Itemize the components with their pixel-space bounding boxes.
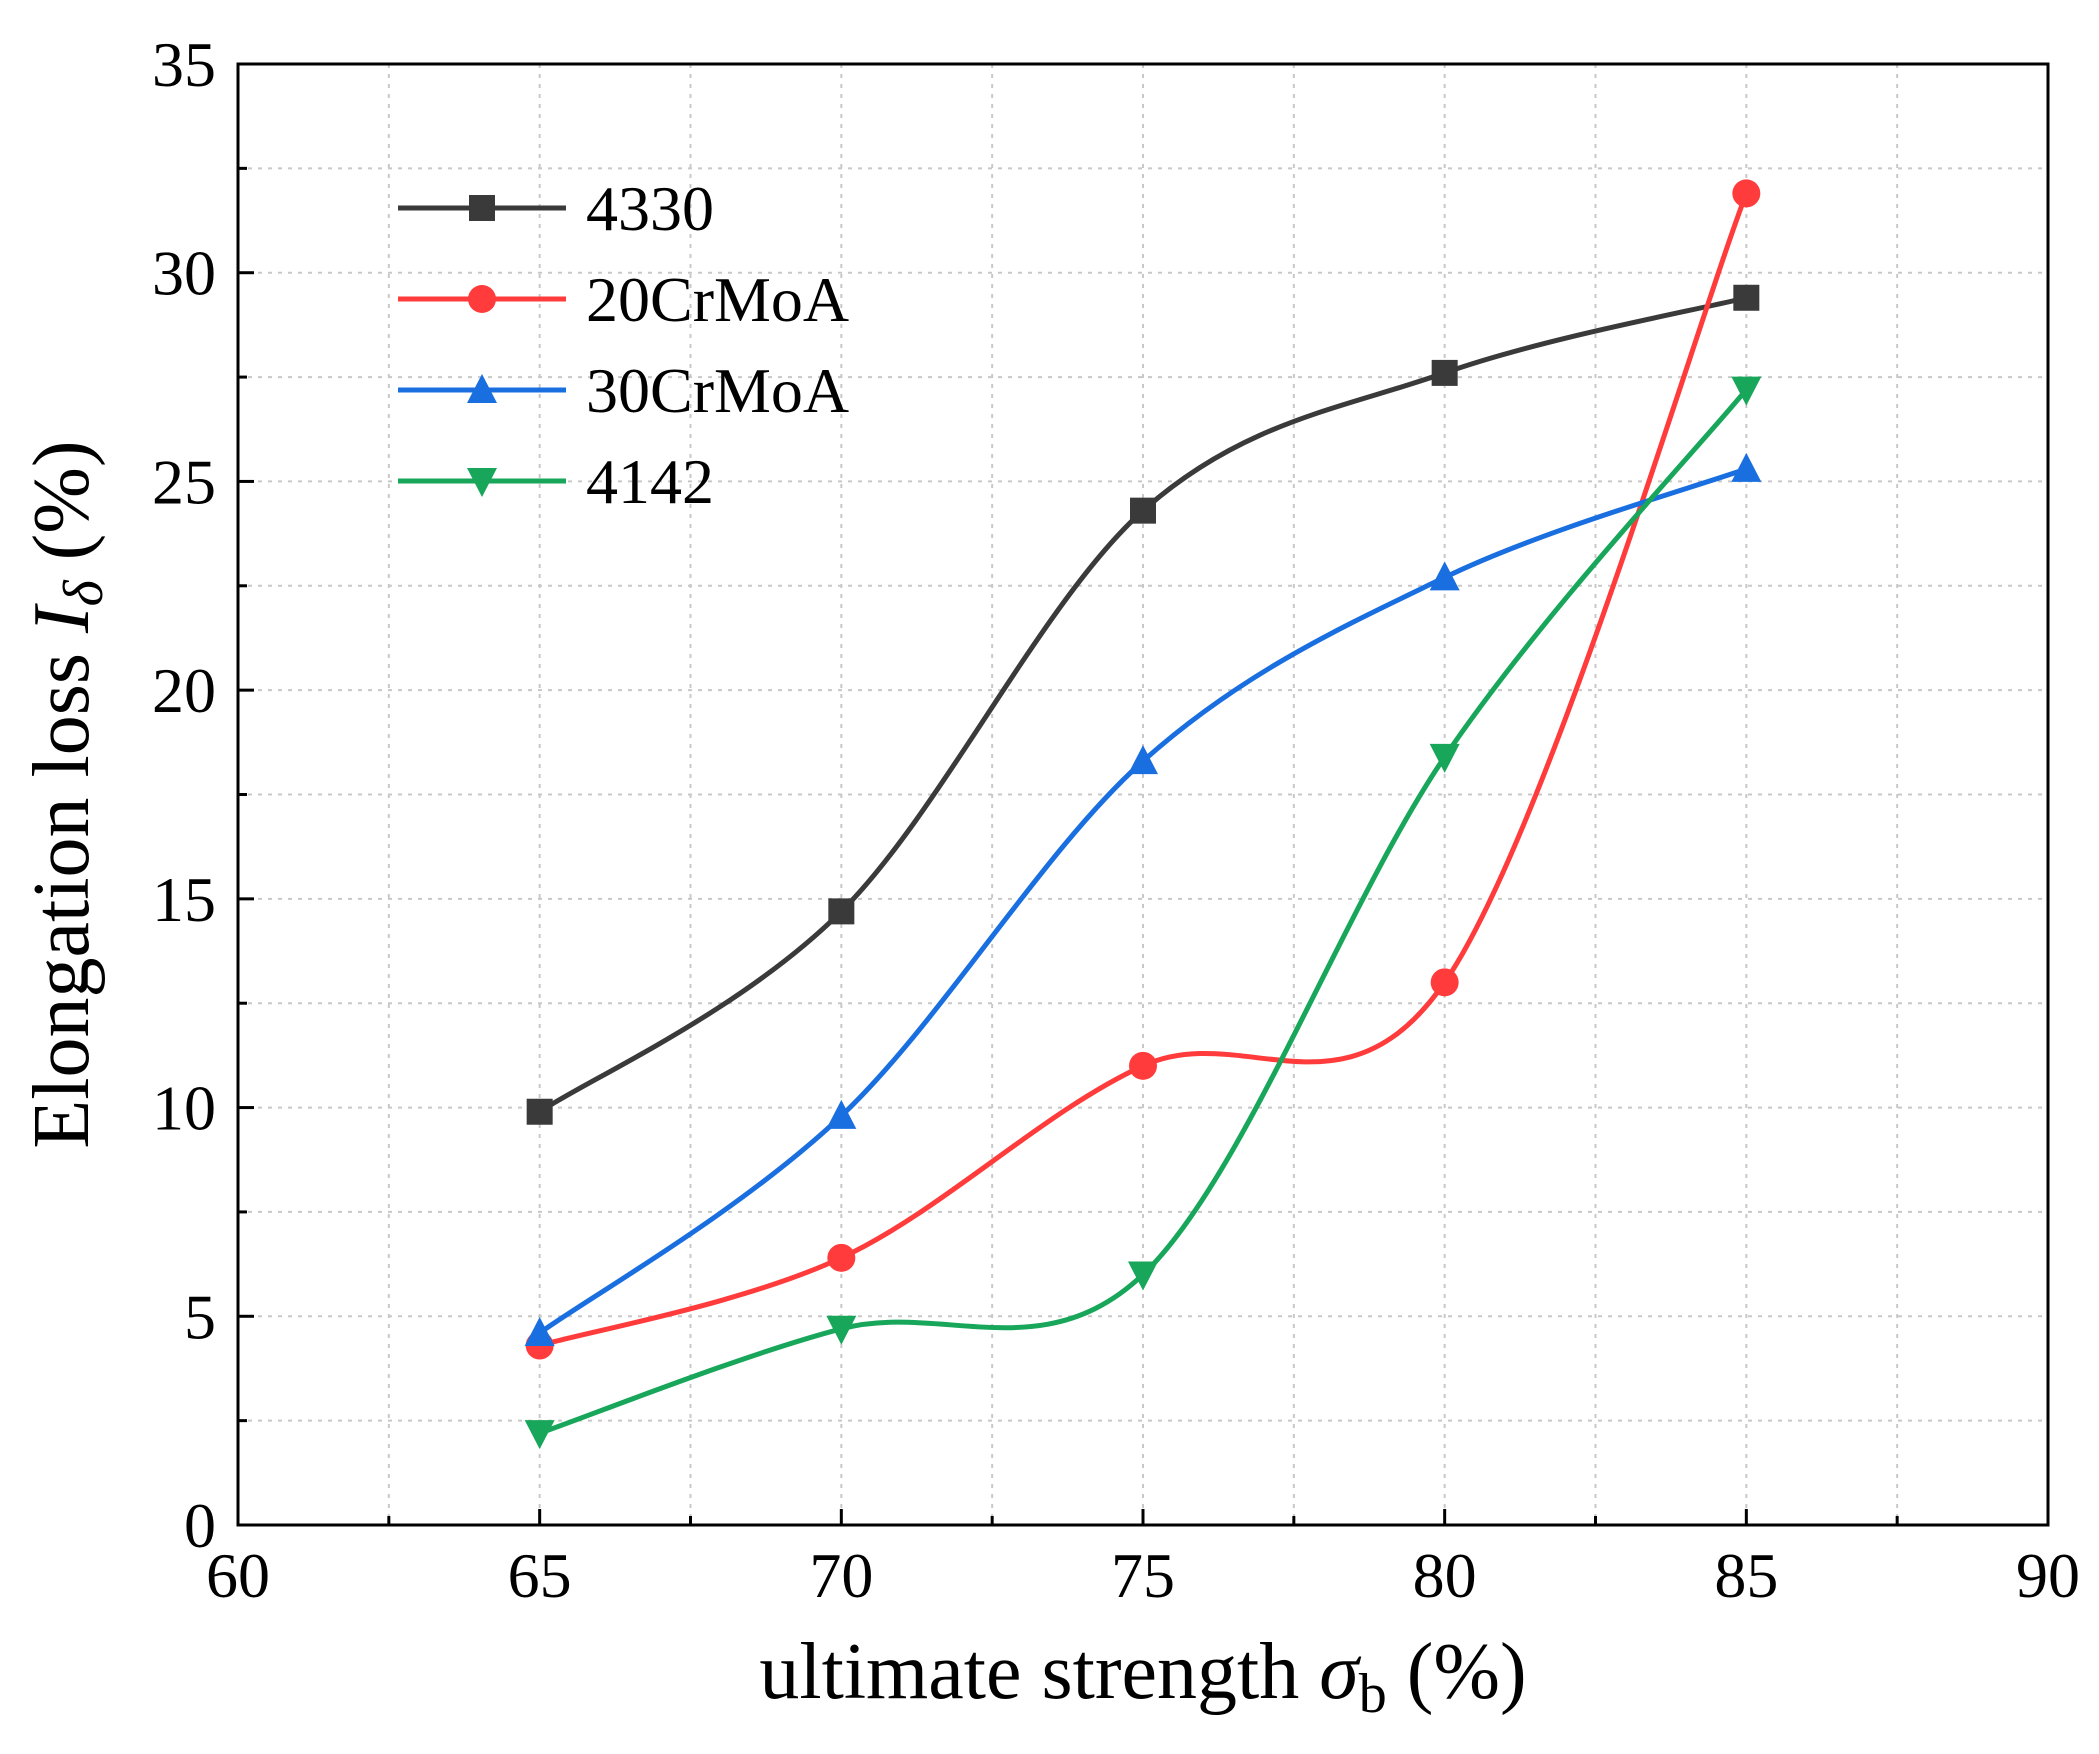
series-line-4142 — [538, 388, 1749, 1436]
y-tick-label: 15 — [152, 864, 216, 935]
legend-marker-20CrMoA — [468, 285, 496, 313]
data-point-4330 — [1431, 359, 1458, 386]
legend-label-4142: 4142 — [586, 446, 714, 517]
x-tick-label: 90 — [2016, 1540, 2080, 1611]
grid — [238, 64, 2048, 1525]
data-point-4330 — [1733, 284, 1760, 311]
data-point-4142 — [826, 1315, 857, 1345]
series-line-4330 — [538, 295, 1747, 1114]
x-axis-title: ultimate strength σb (%) — [759, 1628, 1526, 1725]
legend-label-30CrMoA: 30CrMoA — [586, 355, 849, 426]
data-point-20CrMoA — [1732, 179, 1761, 208]
data-point-4330 — [526, 1098, 553, 1125]
axes: 60 65 70 75 80 85 90 0 5 10 15 20 25 30 35 — [152, 29, 2080, 1611]
y-tick-label: 30 — [152, 238, 216, 309]
y-tick-label: 10 — [152, 1073, 216, 1144]
data-point-20CrMoA — [1129, 1051, 1157, 1080]
data-point-4142 — [524, 1420, 555, 1450]
legend-marker-4330 — [469, 195, 495, 221]
y-tick-label: 25 — [152, 446, 216, 517]
data-point-30CrMoA — [1429, 561, 1460, 591]
y-tick-label: 0 — [184, 1490, 216, 1561]
data-point-4330 — [828, 898, 855, 925]
data-point-30CrMoA — [1128, 745, 1158, 775]
data-point-20CrMoA — [1430, 968, 1459, 997]
data-point-4142 — [1128, 1261, 1158, 1291]
y-tick-label: 5 — [184, 1281, 216, 1352]
legend-marker-30CrMoA — [467, 374, 497, 403]
data-point-30CrMoA — [826, 1099, 857, 1129]
x-tick-label: 70 — [809, 1540, 873, 1611]
data-point-30CrMoA — [1731, 452, 1762, 482]
y-axis-title: Elongation loss Iδ (%) — [18, 440, 115, 1148]
legend: 4330 20CrMoA 30CrMoA 4142 — [398, 173, 849, 517]
series-line-30CrMoA — [538, 466, 1748, 1336]
x-tick-label: 85 — [1714, 1540, 1778, 1611]
y-tick-label: 35 — [152, 29, 216, 100]
data-point-30CrMoA — [524, 1316, 555, 1346]
legend-label-20CrMoA: 20CrMoA — [586, 264, 849, 335]
data-point-4142 — [1429, 743, 1460, 773]
x-tick-label: 80 — [1413, 1540, 1477, 1611]
data-point-4142 — [1731, 376, 1762, 406]
series-line-20CrMoA — [538, 192, 1749, 1348]
legend-marker-4142 — [467, 468, 497, 497]
plot-series — [524, 179, 1762, 1450]
y-tick-label: 20 — [152, 655, 216, 726]
data-point-4330 — [1130, 497, 1156, 524]
x-tick-label: 75 — [1111, 1540, 1175, 1611]
x-tick-label: 65 — [508, 1540, 572, 1611]
x-tick-label: 60 — [206, 1540, 270, 1611]
legend-label-4330: 4330 — [586, 173, 714, 244]
data-point-20CrMoA — [827, 1243, 856, 1272]
